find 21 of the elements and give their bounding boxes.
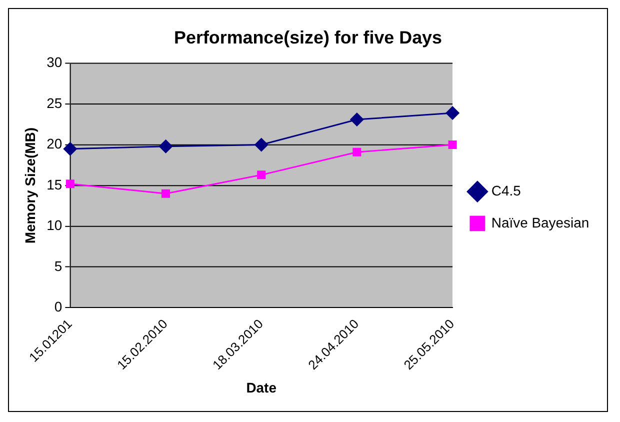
y-tick-label: 5: [54, 258, 62, 274]
y-tick-label: 10: [46, 217, 62, 234]
legend-label: C4.5: [491, 182, 522, 198]
y-tick-label: 25: [46, 94, 62, 111]
y-tick-label: 20: [46, 136, 62, 152]
point: [352, 148, 362, 156]
point: [446, 106, 460, 120]
point: [448, 140, 457, 150]
y-tick-label: 15: [46, 176, 62, 192]
y-tick-label: 0: [54, 298, 62, 315]
legend-label: Naïve Bayesian: [491, 214, 590, 230]
point: [350, 112, 364, 126]
point: [257, 170, 266, 180]
point: [63, 142, 77, 156]
y-axis-title: Memory Size(MB): [22, 127, 38, 244]
x-axis-title: Date: [246, 380, 277, 396]
point: [254, 138, 268, 152]
y-tick-label: 30: [46, 54, 62, 70]
point: [161, 189, 170, 198]
chart-title: Performance(size) for five Days: [174, 28, 442, 48]
point: [159, 140, 172, 154]
